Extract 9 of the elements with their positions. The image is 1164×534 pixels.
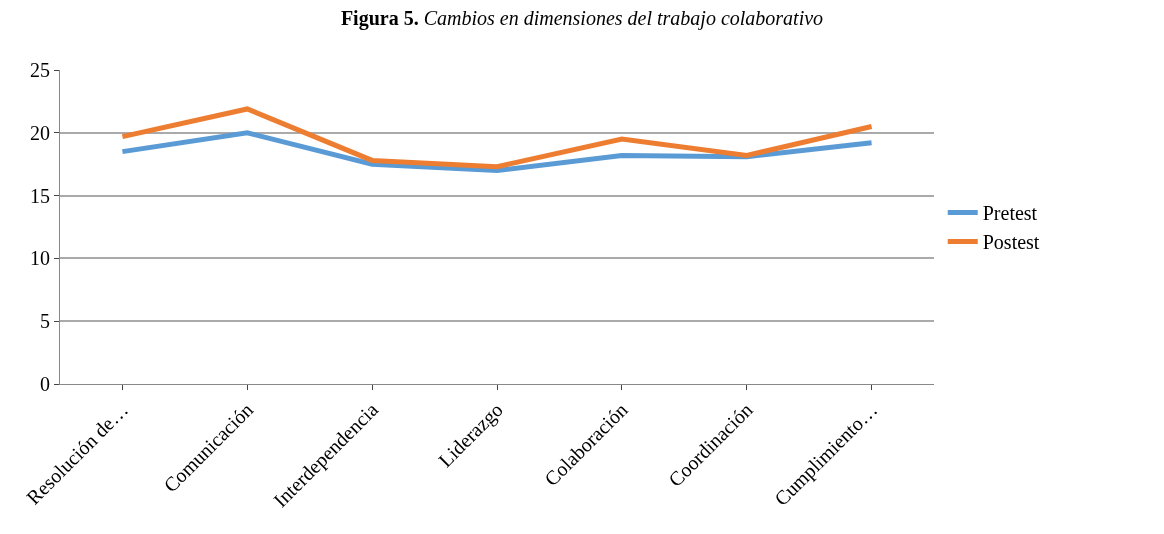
y-tick-label: 15 xyxy=(30,184,50,207)
y-tick-label: 10 xyxy=(30,247,50,270)
chart-title: Figura 5. Cambios en dimensiones del trabajo colaborativo xyxy=(340,6,824,30)
y-tick-label: 0 xyxy=(40,373,50,395)
y-tick-label: 20 xyxy=(30,121,50,144)
y-tick-label: 25 xyxy=(30,59,50,81)
legend-label: Pretest xyxy=(982,202,1038,225)
legend-label: Postest xyxy=(982,231,1040,254)
y-tick-label: 5 xyxy=(40,310,50,333)
